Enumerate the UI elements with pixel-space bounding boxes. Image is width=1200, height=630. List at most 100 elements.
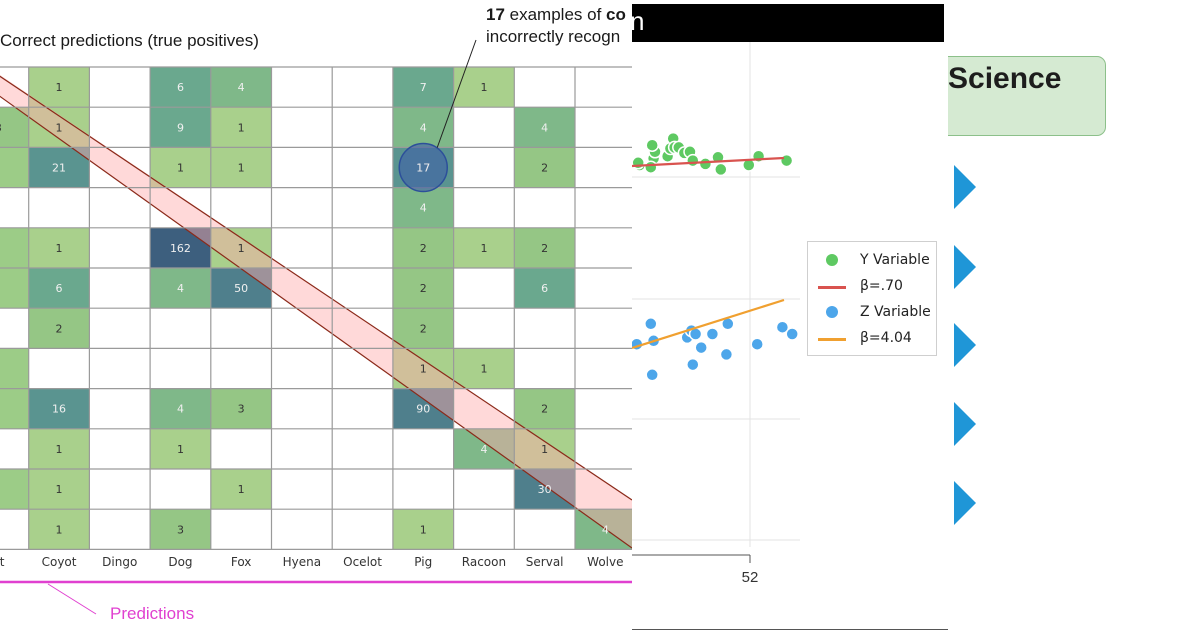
matrix-cell: [392, 308, 454, 349]
annotation-pointer-line: [436, 39, 477, 148]
legend-item-z: Z Variable: [808, 301, 936, 325]
scatter-legend: Y Variable β=.70 Z Variable β=4.04: [807, 241, 937, 356]
legend-label-beta-404: β=4.04: [860, 330, 912, 346]
cell-value: 4: [420, 202, 427, 215]
scatter-point-z: [775, 320, 790, 334]
scatter-point-y: [644, 160, 658, 174]
cell-value: 1: [56, 81, 63, 94]
matrix-cell: [210, 147, 272, 188]
cell-value: 7: [420, 81, 427, 94]
matrix-cell: [514, 227, 575, 268]
scatter-point-z: [705, 327, 720, 341]
predictions-axis-label: Predictions: [110, 604, 195, 623]
cell-value: 1: [56, 121, 63, 134]
scatter-point-z: [645, 368, 659, 382]
cell-value: 2: [420, 242, 427, 255]
scatter-point-y: [686, 153, 700, 168]
matrix-cell: [210, 469, 272, 510]
matrix-cell: [575, 509, 632, 550]
x-tick-label: Serval: [526, 555, 564, 569]
legend-label-z: Z Variable: [860, 304, 931, 320]
cell-value: 1: [177, 443, 184, 456]
x-tick-label: Ocelot: [343, 555, 382, 569]
matrix-cell: [210, 227, 272, 268]
matrix-cell: [514, 147, 575, 188]
scatter-point-y: [698, 157, 713, 171]
confusion-matrix-chart: 1647131914421111724116212126450262211164…: [0, 39, 632, 615]
cell-value: 3: [0, 121, 2, 134]
cell-value: 1: [480, 242, 487, 255]
highlight-text-2: incorrectly recogn: [486, 27, 621, 46]
matrix-cell: [28, 388, 90, 429]
diagonal-band: [0, 75, 632, 548]
matrix-cell: [514, 107, 575, 148]
cell-value: 1: [420, 523, 427, 536]
matrix-cell: [453, 428, 515, 469]
matrix-cell: [514, 388, 575, 429]
matrix-cell: [0, 227, 29, 268]
cell-value: 1: [238, 483, 245, 496]
slide-title-box: [948, 56, 1106, 136]
scatter-point-z: [719, 347, 734, 362]
matrix-cell: [28, 308, 90, 349]
cell-value: 162: [170, 242, 191, 255]
cell-value: 16: [52, 403, 66, 416]
matrix-cell: [392, 348, 454, 389]
matrix-cell: [28, 227, 90, 268]
matrix-cell: [28, 147, 90, 188]
matrix-cell: [210, 67, 272, 108]
matrix-cell: [150, 388, 211, 429]
x-tick-label: Racoon: [462, 555, 506, 569]
x-tick-label: Pig: [414, 555, 432, 569]
cell-value: 30: [538, 483, 552, 496]
x-tick-label: Dingo: [102, 555, 137, 569]
matrix-cell: [392, 187, 454, 228]
matrix-cell: [392, 388, 454, 429]
scatter-point-y: [714, 162, 728, 177]
x-tick-label: Wolve: [587, 555, 623, 569]
cell-value: 4: [602, 523, 609, 536]
matrix-cell: [210, 107, 272, 148]
x-tick-label: Dog: [168, 555, 192, 569]
matrix-cell: [210, 268, 272, 309]
cell-value: 6: [177, 81, 184, 94]
matrix-cell: [0, 268, 29, 309]
cell-value: 4: [177, 282, 184, 295]
slide-title: Science: [948, 62, 1062, 95]
cell-value: 3: [238, 403, 245, 416]
title-bar-text: n: [632, 6, 645, 36]
cell-value: 6: [56, 282, 63, 295]
highlight-circle: [398, 142, 448, 193]
cell-value: 4: [238, 81, 245, 94]
arrow-icon: [954, 245, 976, 289]
cell-value: 90: [416, 403, 430, 416]
matrix-cell: [150, 509, 211, 550]
scatter-point-y: [779, 153, 794, 168]
scatter-point-z: [644, 317, 658, 331]
cell-value: 4: [541, 121, 548, 134]
matrix-cell: [514, 268, 575, 309]
cell-value: 1: [238, 162, 245, 175]
matrix-cell: [0, 348, 29, 389]
cell-value: 2: [56, 322, 63, 335]
x-tick-label: nt: [0, 555, 5, 569]
cell-value: 1: [480, 363, 487, 376]
matrix-cell: [392, 509, 454, 550]
matrix-cell: [0, 388, 29, 429]
legend-dot-y: [826, 254, 838, 266]
x-tick-label: Coyot: [42, 555, 77, 569]
x-tick-label: Fox: [231, 555, 252, 569]
cell-value: 1: [480, 81, 487, 94]
matrix-cell: [514, 428, 575, 469]
diagonal-edge-line: [0, 95, 632, 549]
highlight-text-1: examples of: [504, 5, 607, 24]
legend-label-y: Y Variable: [860, 252, 930, 268]
x-tick-label: 52: [742, 569, 759, 586]
video-title-bar: n: [632, 4, 944, 42]
matrix-cell: [150, 107, 211, 148]
matrix-cell: [392, 67, 454, 108]
matrix-cell: [210, 388, 272, 429]
scatter-point-z: [694, 340, 708, 355]
matrix-cell: [514, 469, 575, 510]
legend-item-beta-404: β=4.04: [808, 327, 936, 351]
